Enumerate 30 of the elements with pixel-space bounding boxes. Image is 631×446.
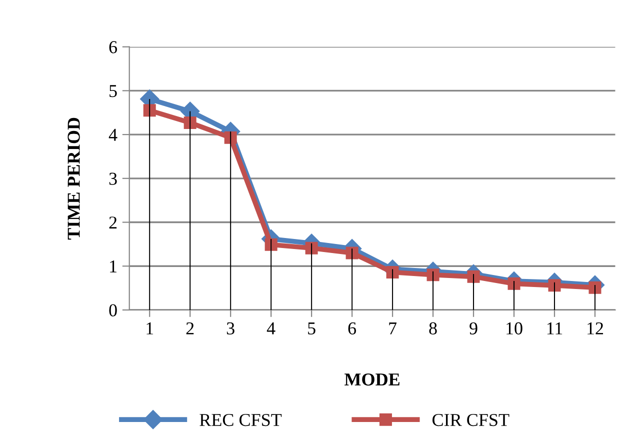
point [305,242,318,254]
x-tick-label: 10 [506,322,522,334]
y-tick-label: 1 [110,260,116,272]
x-tick-label: 2 [186,322,194,334]
x-tick-label: 7 [389,322,397,334]
x-tick-label: 3 [226,322,234,334]
y-axis-title: TIME PERIOD [68,118,80,240]
x-axis-title: MODE [344,373,400,386]
y-tick-label: 3 [109,172,117,185]
point [184,116,196,129]
x-tick-label: 8 [429,322,437,334]
point [264,238,278,251]
y-tick-label: 6 [109,41,118,54]
y-tick-label: 2 [109,216,117,229]
point [426,268,440,282]
legend-label: REC CFST [200,414,282,426]
x-tick-label: 9 [470,322,478,334]
point [346,246,358,260]
x-tick-label: 4 [266,322,276,334]
x-tick-label: 11 [547,322,562,334]
point [143,104,156,117]
y-tick-label: 0 [109,304,117,316]
x-tick-label: 12 [588,322,604,334]
point [224,131,237,144]
x-tick-label: 6 [348,322,356,334]
legend-label: CIR CFST [432,414,510,426]
y-tick-label: 5 [110,85,117,98]
x-tick-label: 1 [146,322,154,334]
x-tick-label: 5 [308,322,316,334]
y-tick-label: 4 [108,128,118,141]
